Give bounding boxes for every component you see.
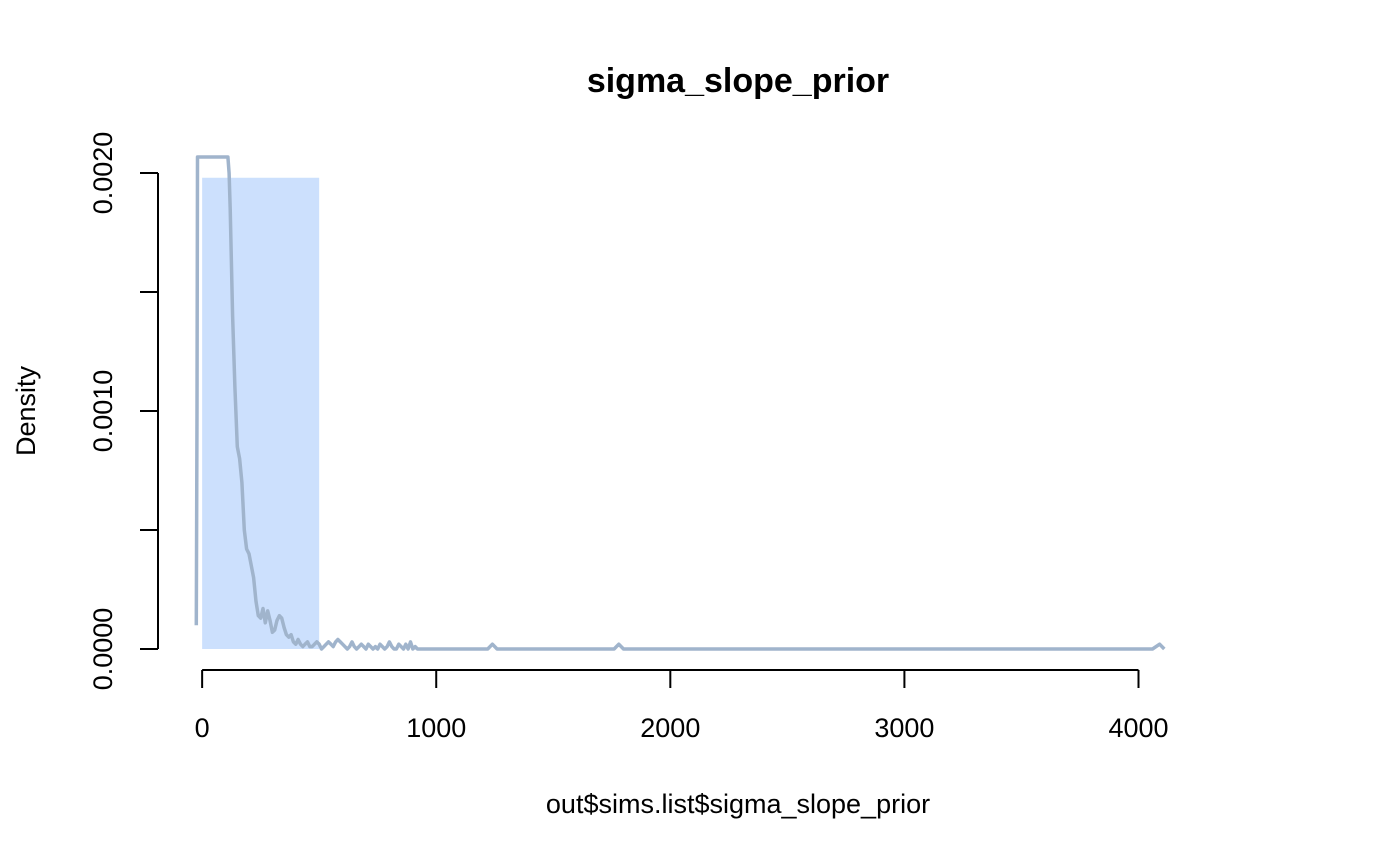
x-axis: 0 1000 2000 3000 4000	[195, 669, 1169, 743]
y-axis: 0.0000 0.0010 0.0020	[88, 132, 159, 691]
histogram-bars	[202, 177, 320, 649]
y-axis-label: Density	[11, 365, 41, 456]
x-tick-label-1: 1000	[406, 713, 466, 743]
x-tick-label-2: 2000	[640, 713, 700, 743]
chart-title: sigma_slope_prior	[587, 62, 889, 100]
x-tick-label-0: 0	[195, 713, 210, 743]
density-curve-layer	[194, 155, 1166, 651]
histogram-bar-0	[202, 177, 320, 649]
y-tick-label-4: 0.0020	[88, 132, 118, 215]
density-curve	[194, 155, 1166, 651]
x-tick-label-4: 4000	[1108, 713, 1168, 743]
x-axis-label: out$sims.list$sigma_slope_prior	[546, 789, 930, 819]
y-tick-label-2: 0.0010	[88, 370, 118, 453]
y-tick-label-0: 0.0000	[88, 608, 118, 691]
x-tick-label-3: 3000	[874, 713, 934, 743]
